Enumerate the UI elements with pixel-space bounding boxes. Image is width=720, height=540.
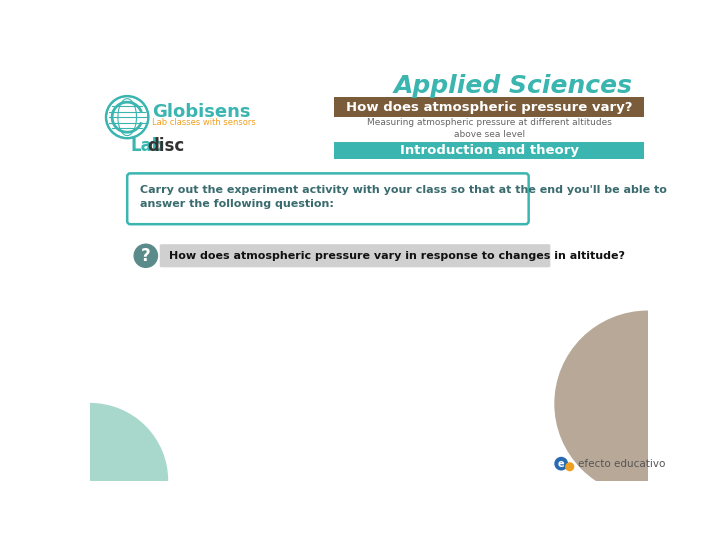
Text: Carry out the experiment activity with your class so that at the end you'll be a: Carry out the experiment activity with y… (140, 185, 667, 195)
Circle shape (555, 457, 567, 470)
Text: Lab classes with sensors: Lab classes with sensors (152, 118, 256, 127)
Text: Lab: Lab (130, 137, 164, 156)
FancyBboxPatch shape (334, 142, 644, 159)
Text: Globisens: Globisens (152, 103, 251, 121)
Text: ?: ? (141, 247, 150, 265)
Circle shape (12, 403, 168, 540)
FancyBboxPatch shape (127, 173, 528, 224)
Text: Measuring atmospheric pressure at different altitudes
above sea level: Measuring atmospheric pressure at differ… (366, 118, 611, 139)
Circle shape (106, 96, 149, 139)
Circle shape (108, 98, 147, 137)
Text: Introduction and theory: Introduction and theory (400, 144, 579, 157)
FancyBboxPatch shape (334, 97, 644, 117)
Text: How does atmospheric pressure vary?: How does atmospheric pressure vary? (346, 100, 632, 113)
FancyBboxPatch shape (160, 244, 550, 267)
Text: efecto educativo: efecto educativo (578, 458, 665, 469)
Circle shape (566, 463, 574, 470)
Text: e: e (558, 458, 564, 469)
Text: How does atmospheric pressure vary in response to changes in altitude?: How does atmospheric pressure vary in re… (169, 251, 625, 261)
Circle shape (134, 244, 158, 267)
Text: disc: disc (148, 137, 184, 156)
Text: answer the following question:: answer the following question: (140, 199, 333, 209)
Text: Applied Sciences: Applied Sciences (394, 75, 632, 98)
Circle shape (555, 311, 720, 496)
